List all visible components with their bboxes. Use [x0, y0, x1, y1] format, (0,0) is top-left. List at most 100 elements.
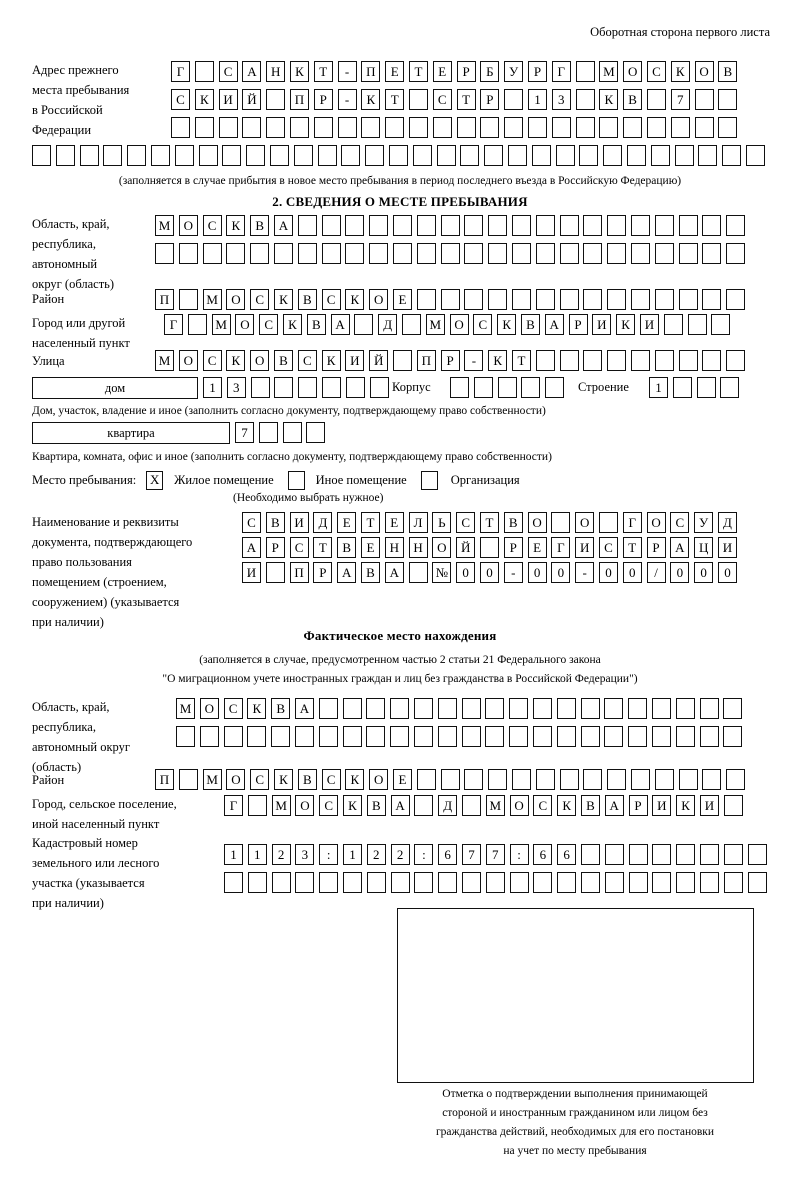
cadastral-row-1-cell-4[interactable]: 3	[295, 844, 315, 865]
previous-address-row-4-cell-8[interactable]	[198, 145, 218, 166]
actual-city-row-cell-20[interactable]: К	[676, 795, 696, 816]
actual-region-row-2-cell-22[interactable]	[675, 726, 695, 747]
previous-address-row-3-cell-10[interactable]	[385, 117, 405, 138]
section2-street-row-cell-15[interactable]: К	[488, 350, 508, 371]
actual-city-row-cell-3[interactable]: М	[271, 795, 291, 816]
section2-region-row-2-cell-9[interactable]	[345, 243, 365, 264]
previous-address-row-2-cell-24[interactable]	[718, 89, 738, 110]
checkbox-inoe-pomeshchenie[interactable]	[287, 470, 305, 490]
section2-district-row-cell-3[interactable]: М	[202, 289, 222, 310]
previous-address-row-4-cell-23[interactable]	[555, 145, 575, 166]
actual-region-row-2-cell-18[interactable]	[580, 726, 600, 747]
previous-address-row-4-cell-2[interactable]	[55, 145, 75, 166]
previous-address-row-3-cell-7[interactable]	[313, 117, 333, 138]
previous-address-row-2-cell-21[interactable]	[646, 89, 666, 110]
previous-address-row-4-cell-4[interactable]	[103, 145, 123, 166]
actual-city-row-cell-15[interactable]: К	[557, 795, 577, 816]
actual-region-row-1-cell-24[interactable]	[723, 698, 743, 719]
previous-address-row-3-cell-4[interactable]	[242, 117, 262, 138]
section2-region-row-1-cell-11[interactable]	[392, 215, 412, 236]
section2-region-row-1-cell-6[interactable]: А	[273, 215, 293, 236]
document-row-3-cell-1[interactable]: И	[242, 562, 261, 583]
cadastral-row-1-cell-18[interactable]	[628, 844, 648, 865]
cadastral-row-2-cell-22[interactable]	[723, 872, 743, 893]
actual-city-row-cell-2[interactable]	[247, 795, 267, 816]
actual-city-row-cell-18[interactable]: Р	[628, 795, 648, 816]
document-row-3-cell-3[interactable]: П	[289, 562, 309, 583]
previous-address-row-2-cell-14[interactable]: Р	[480, 89, 500, 110]
previous-address-row-4-cell-17[interactable]	[412, 145, 432, 166]
section2-district-row-cell-22[interactable]	[654, 289, 674, 310]
previous-address-row-4-cell-3[interactable]	[79, 145, 99, 166]
document-row-2-cell-13[interactable]: Е	[527, 537, 547, 558]
actual-region-row-1-cell-6[interactable]: А	[294, 698, 314, 719]
actual-region-row-1-cell-21[interactable]	[651, 698, 671, 719]
previous-address-row-1-cell-13[interactable]: Р	[456, 61, 476, 82]
actual-district-row-cell-20[interactable]	[607, 769, 627, 790]
actual-region-row-2-cell-8[interactable]	[342, 726, 362, 747]
actual-city-row-cell-22[interactable]	[723, 795, 743, 816]
section2-district-row-cell-7[interactable]: В	[297, 289, 317, 310]
document-row-3-cell-13[interactable]: 0	[527, 562, 547, 583]
actual-region-row-1-cell-12[interactable]	[437, 698, 457, 719]
section2-street-row-cell-2[interactable]: О	[178, 350, 198, 371]
actual-district-row-cell-15[interactable]	[488, 769, 508, 790]
actual-district-row-cell-2[interactable]	[178, 769, 198, 790]
section2-city-row-cell-1[interactable]: Г	[164, 314, 183, 335]
cadastral-row-2-cell-16[interactable]	[580, 872, 600, 893]
actual-region-row-1-cell-19[interactable]	[604, 698, 624, 719]
document-row-2-cell-19[interactable]: А	[670, 537, 690, 558]
korpus-cells-cell-2[interactable]	[473, 377, 493, 398]
document-row-3-cell-16[interactable]: 0	[598, 562, 618, 583]
previous-address-row-2-cell-11[interactable]	[408, 89, 428, 110]
previous-address-row-1-cell-14[interactable]: Б	[480, 61, 500, 82]
section2-district-row-cell-9[interactable]: К	[345, 289, 365, 310]
previous-address-row-4-cell-26[interactable]	[626, 145, 646, 166]
actual-city-row-cell-11[interactable]	[461, 795, 481, 816]
section2-region-row-2-cell-16[interactable]	[511, 243, 531, 264]
section2-street-row-cell-1[interactable]: М	[155, 350, 174, 371]
actual-region-row-2-cell-15[interactable]	[509, 726, 529, 747]
actual-city-row-cell-5[interactable]: С	[319, 795, 339, 816]
previous-address-row-1-cell-20[interactable]: О	[623, 61, 643, 82]
checkbox-zhiloe-pomeshchenie[interactable]: X	[146, 470, 164, 490]
actual-district-row-cell-12[interactable]	[416, 769, 436, 790]
document-row-1-cell-2[interactable]: В	[265, 512, 285, 533]
previous-address-row-2-cell-17[interactable]: 3	[551, 89, 571, 110]
actual-region-row-2-cell-5[interactable]	[271, 726, 291, 747]
actual-district-row-cell-22[interactable]	[654, 769, 674, 790]
actual-region-row-2-cell-20[interactable]	[628, 726, 648, 747]
previous-address-row-4-cell-24[interactable]	[579, 145, 599, 166]
previous-address-row-1-cell-5[interactable]: Н	[266, 61, 286, 82]
section2-region-row-1-cell-15[interactable]	[488, 215, 508, 236]
cadastral-row-2-cell-6[interactable]	[342, 872, 362, 893]
actual-district-row-cell-17[interactable]	[535, 769, 555, 790]
cadastral-row-2-cell-2[interactable]	[247, 872, 267, 893]
section2-city-row-cell-6[interactable]: К	[282, 314, 302, 335]
previous-address-row-3-cell-2[interactable]	[194, 117, 214, 138]
previous-address-row-3-cell-22[interactable]	[670, 117, 690, 138]
previous-address-row-2-cell-13[interactable]: Т	[456, 89, 476, 110]
previous-address-row-2-cell-1[interactable]: С	[171, 89, 190, 110]
section2-district-row-cell-13[interactable]	[440, 289, 460, 310]
actual-city-row-cell-12[interactable]: М	[485, 795, 505, 816]
actual-region-row-2-cell-21[interactable]	[651, 726, 671, 747]
cadastral-row-2[interactable]	[224, 872, 767, 893]
section2-region-row-2-cell-25[interactable]	[726, 243, 746, 264]
previous-address-row-3-cell-23[interactable]	[694, 117, 714, 138]
section2-street-row-cell-23[interactable]	[678, 350, 698, 371]
section2-district-row-cell-16[interactable]	[511, 289, 531, 310]
house-number-cells-cell-1[interactable]: 1	[203, 377, 222, 398]
actual-district-row-cell-4[interactable]: О	[226, 769, 246, 790]
previous-address-row-2-cell-12[interactable]: С	[432, 89, 452, 110]
section2-city-row-cell-19[interactable]: И	[592, 314, 612, 335]
house-number-cells-cell-5[interactable]	[298, 377, 318, 398]
cadastral-row-2-cell-11[interactable]	[461, 872, 481, 893]
cadastral-row-2-cell-3[interactable]	[271, 872, 291, 893]
document-row-1-cell-20[interactable]: У	[694, 512, 714, 533]
section2-region-row-2-cell-22[interactable]	[654, 243, 674, 264]
